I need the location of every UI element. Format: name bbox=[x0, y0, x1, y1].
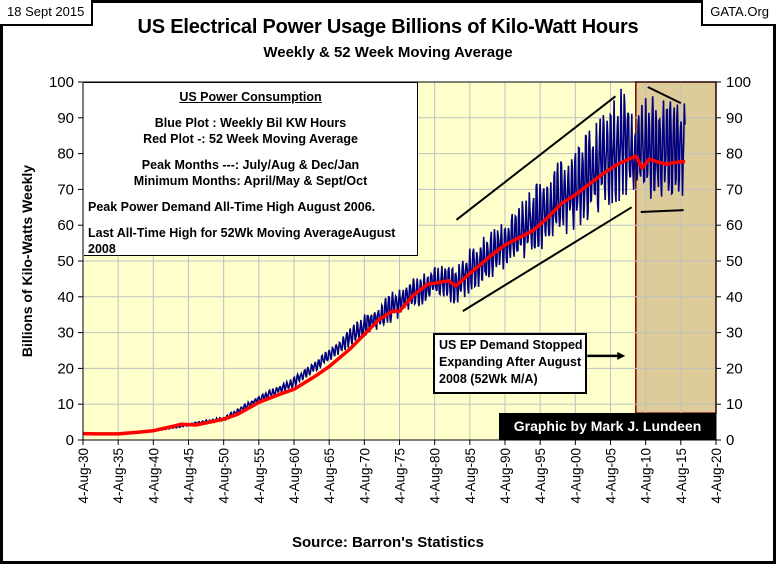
y-tick-label-right: 60 bbox=[726, 217, 743, 234]
y-tick-label-left: 50 bbox=[57, 253, 74, 270]
y-tick-label-right: 80 bbox=[726, 146, 743, 163]
x-tick-label: 4-Aug-30 bbox=[76, 448, 91, 504]
x-tick-label: 4-Aug-10 bbox=[639, 448, 654, 504]
y-tick-label-left: 0 bbox=[66, 432, 74, 449]
chart-subtitle: Weekly & 52 Week Moving Average bbox=[263, 44, 513, 61]
chart-title: US Electrical Power Usage Billions of Ki… bbox=[137, 16, 639, 38]
trend-line bbox=[640, 209, 684, 213]
peak-months-note: Peak Months ---: July/Aug & Dec/Jan bbox=[141, 158, 360, 172]
y-tick-label-right: 70 bbox=[726, 181, 743, 198]
y-tick-label-left: 60 bbox=[57, 217, 74, 234]
x-tick-label: 4-Aug-05 bbox=[604, 448, 619, 504]
x-tick-label: 4-Aug-45 bbox=[182, 448, 197, 504]
x-tick-label: 4-Aug-20 bbox=[709, 448, 724, 504]
annotation-line: 2008 (52Wk M/A) bbox=[439, 372, 538, 386]
weekly-series-line bbox=[82, 88, 686, 436]
site-label: GATA.Org bbox=[701, 0, 776, 26]
y-tick-label-left: 80 bbox=[57, 146, 74, 163]
annotation-line: Expanding After August bbox=[439, 355, 582, 369]
x-tick-label: 4-Aug-00 bbox=[568, 448, 583, 504]
source-label: Source: Barron's Statistics bbox=[292, 534, 484, 551]
legend-red-plot: Red Plot -: 52 Week Moving Average bbox=[143, 132, 358, 146]
y-tick-label-left: 70 bbox=[57, 181, 74, 198]
x-tick-label: 4-Aug-85 bbox=[463, 448, 478, 504]
y-tick-label-left: 10 bbox=[57, 396, 74, 413]
x-tick-label: 4-Aug-90 bbox=[498, 448, 513, 504]
info-heading: US Power Consumption bbox=[179, 90, 322, 104]
ma-high-note: Last All-Time High for 52Wk Moving Avera… bbox=[88, 226, 396, 256]
y-tick-label-right: 40 bbox=[726, 289, 743, 306]
trend-line bbox=[455, 95, 617, 221]
x-tick-label: 4-Aug-15 bbox=[674, 448, 689, 504]
x-tick-label: 4-Aug-70 bbox=[357, 448, 372, 504]
moving-average-line bbox=[82, 154, 686, 436]
annotation-box: US EP Demand Stopped Expanding After Aug… bbox=[433, 333, 587, 394]
y-tick-label-left: 100 bbox=[49, 74, 74, 91]
trend-line bbox=[462, 206, 633, 312]
y-tick-label-left: 30 bbox=[57, 325, 74, 342]
x-tick-label: 4-Aug-80 bbox=[428, 448, 443, 504]
annotation-arrow-head bbox=[617, 351, 626, 360]
y-tick-label-right: 30 bbox=[726, 325, 743, 342]
y-tick-label-right: 20 bbox=[726, 360, 743, 377]
y-tick-label-right: 0 bbox=[726, 432, 734, 449]
y-tick-label-right: 100 bbox=[726, 74, 751, 91]
credit-banner: Graphic by Mark J. Lundeen bbox=[499, 413, 716, 440]
x-tick-label: 4-Aug-65 bbox=[322, 448, 337, 504]
x-tick-label: 4-Aug-60 bbox=[287, 448, 302, 504]
legend-blue-plot: Blue Plot : Weekly Bil KW Hours bbox=[154, 116, 347, 130]
y-tick-label-left: 90 bbox=[57, 110, 74, 127]
x-tick-label: 4-Aug-95 bbox=[533, 448, 548, 504]
date-label: 18 Sept 2015 bbox=[0, 0, 94, 26]
y-axis-title: Billions of Kilo-Watts Weekly bbox=[19, 165, 35, 357]
minimum-months-note: Minimum Months: April/May & Sept/Oct bbox=[133, 174, 368, 188]
y-tick-label-right: 10 bbox=[726, 396, 743, 413]
annotation-line: US EP Demand Stopped bbox=[439, 338, 583, 352]
x-tick-label: 4-Aug-35 bbox=[111, 448, 126, 504]
x-tick-label: 4-Aug-75 bbox=[393, 448, 408, 504]
legend-info-box: US Power Consumption Blue Plot : Weekly … bbox=[84, 82, 418, 256]
x-tick-label: 4-Aug-50 bbox=[217, 448, 232, 504]
y-tick-label-right: 50 bbox=[726, 253, 743, 270]
x-tick-label: 4-Aug-40 bbox=[146, 448, 161, 504]
trend-line bbox=[647, 86, 682, 105]
y-tick-label-right: 90 bbox=[726, 110, 743, 127]
x-tick-label: 4-Aug-55 bbox=[252, 448, 267, 504]
y-tick-label-left: 40 bbox=[57, 289, 74, 306]
y-tick-label-left: 20 bbox=[57, 360, 74, 377]
peak-demand-note: Peak Power Demand All-Time High August 2… bbox=[88, 200, 376, 214]
